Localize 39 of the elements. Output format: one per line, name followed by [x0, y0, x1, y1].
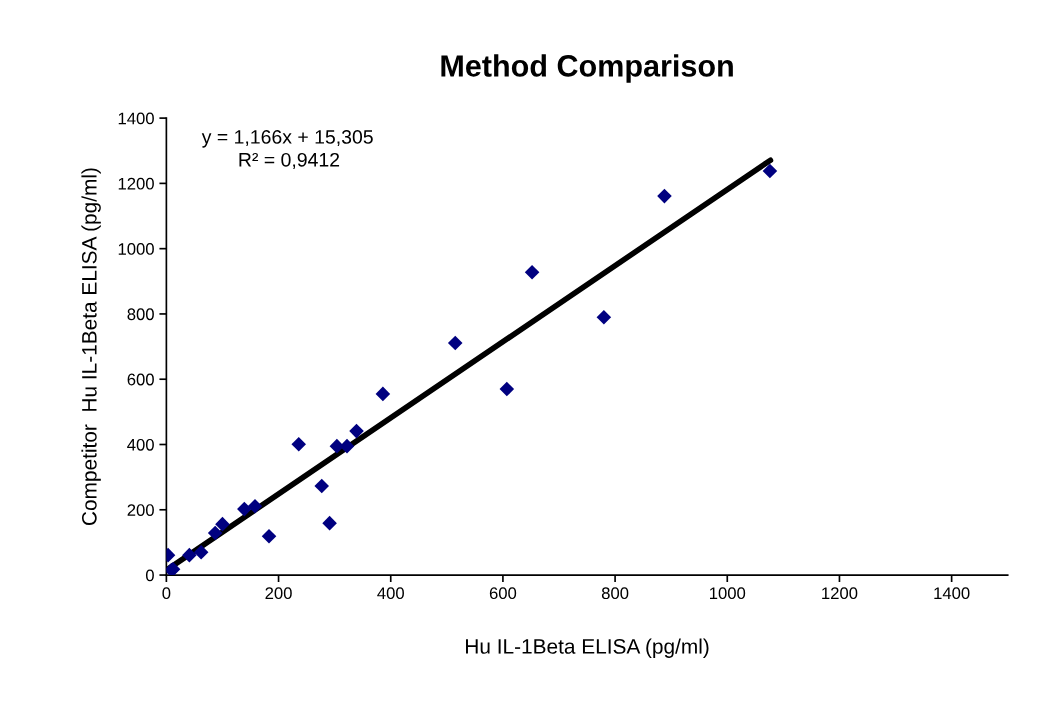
point	[247, 498, 263, 514]
x-tick-label: 0	[162, 587, 171, 600]
y-tick-label: 1400	[118, 112, 154, 125]
y-tick-label: 600	[127, 373, 154, 386]
y-tick-label: 800	[127, 308, 154, 321]
y-tick-label: 0	[145, 569, 154, 582]
point	[207, 525, 223, 541]
point	[349, 423, 364, 439]
y-tick-label: 200	[127, 504, 154, 516]
y-tick-label: 1200	[118, 177, 154, 190]
annotation: R² = 0,9412	[239, 152, 340, 169]
x-tick-label: 600	[489, 587, 517, 600]
y-axis-title: Competitor Hu IL-1Beta ELISA (pg/ml)	[81, 168, 101, 525]
annotation: y = 1,166x + 15,305	[201, 130, 373, 148]
x-tick-label: 1400	[934, 587, 970, 600]
x-tick-label: 200	[265, 587, 292, 600]
point	[596, 309, 612, 325]
point	[193, 544, 209, 560]
x-tick-label: 800	[601, 587, 629, 600]
point	[375, 386, 391, 402]
x-tick-label: 1200	[822, 587, 858, 600]
x-tick-label: 400	[377, 587, 404, 600]
point	[322, 515, 337, 531]
point	[182, 547, 197, 563]
point	[215, 516, 230, 532]
x-axis-title: Hu IL-1Beta ELISA (pg/ml)	[466, 638, 709, 658]
point	[762, 163, 778, 179]
y-tick-label: 400	[127, 438, 154, 451]
x-tick-label: 1000	[710, 587, 746, 600]
chart-title: Method Comparison	[441, 54, 733, 83]
point	[291, 436, 307, 452]
point	[657, 188, 672, 204]
point	[314, 478, 330, 494]
y-tick-label: 1000	[118, 243, 154, 255]
point	[261, 528, 277, 544]
point	[237, 501, 252, 517]
point	[524, 264, 540, 280]
point	[447, 335, 463, 351]
point	[499, 381, 515, 397]
